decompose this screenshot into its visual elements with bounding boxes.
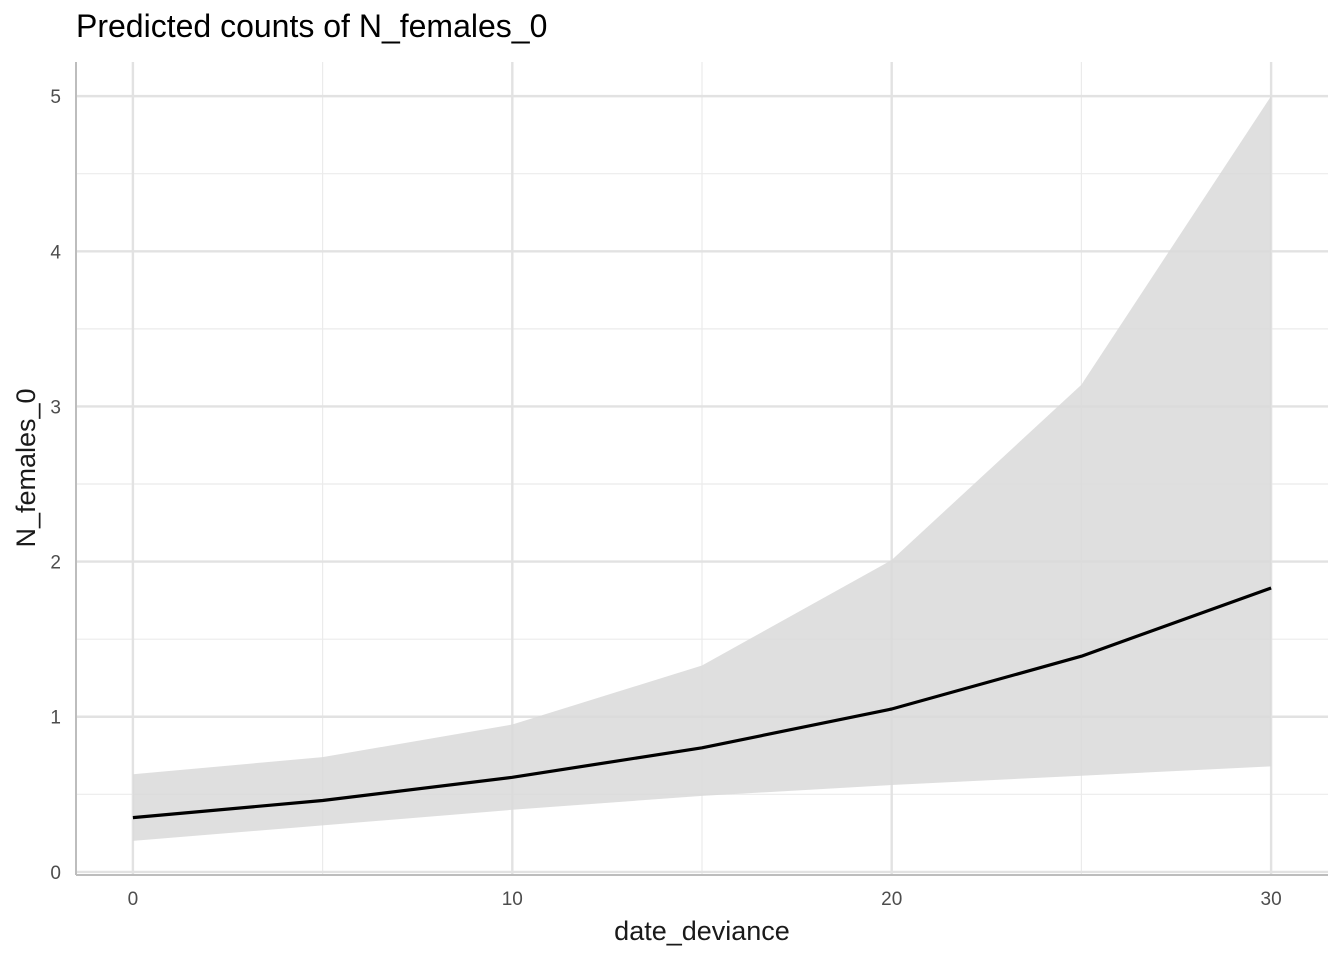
x-axis-title: date_deviance bbox=[614, 916, 790, 946]
chart-title: Predicted counts of N_females_0 bbox=[76, 8, 548, 44]
prediction-line-layer bbox=[132, 586, 1272, 820]
y-tick-label: 4 bbox=[50, 242, 61, 263]
y-tick-labels: 0 1 2 3 4 5 bbox=[50, 87, 61, 884]
y-tick-label: 5 bbox=[50, 87, 61, 108]
y-tick-label: 1 bbox=[50, 708, 61, 729]
x-tick-label: 0 bbox=[128, 889, 139, 910]
x-tick-label: 10 bbox=[502, 889, 523, 910]
x-tick-label: 20 bbox=[881, 889, 902, 910]
y-tick-label: 3 bbox=[50, 397, 61, 418]
y-tick-label: 0 bbox=[50, 863, 61, 884]
y-axis-title: N_females_0 bbox=[11, 388, 41, 547]
confidence-band bbox=[132, 96, 1272, 841]
axes bbox=[75, 62, 1328, 876]
y-tick-label: 2 bbox=[50, 553, 61, 574]
prediction-line bbox=[132, 586, 1272, 820]
x-tick-label: 30 bbox=[1261, 889, 1282, 910]
x-tick-labels: 0 10 20 30 bbox=[128, 889, 1282, 910]
confidence-band-layer bbox=[132, 96, 1272, 841]
